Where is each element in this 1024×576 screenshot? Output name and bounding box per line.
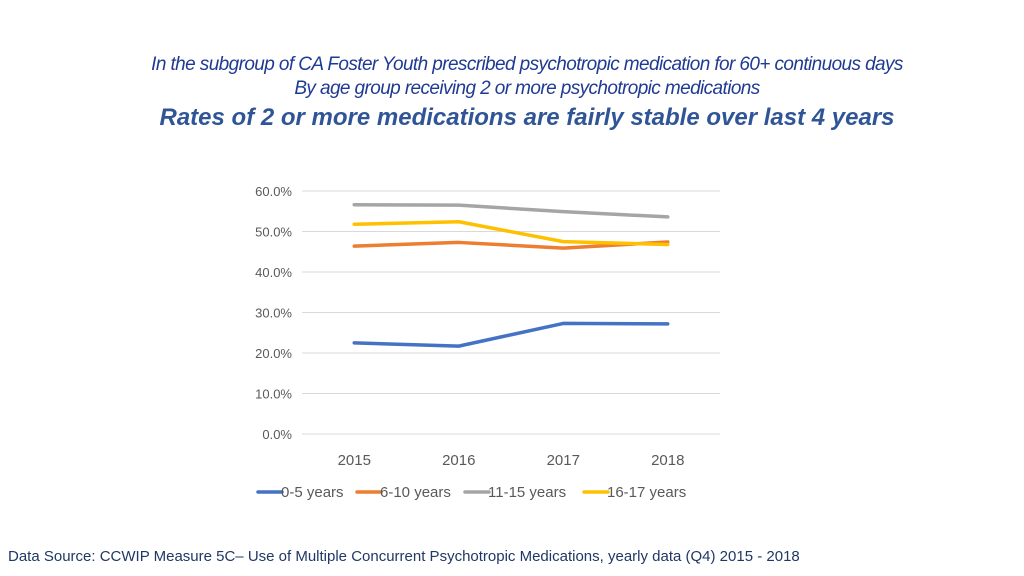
series-line-0-5-years — [352, 321, 670, 348]
series-line-11-15-years — [352, 203, 670, 219]
legend-label: 0-5 years — [281, 484, 344, 501]
y-tick-label: 10.0% — [255, 387, 292, 402]
subtitle-line-1: In the subgroup of CA Foster Youth presc… — [151, 54, 903, 75]
y-tick-label: 60.0% — [255, 184, 292, 199]
x-tick-label: 2015 — [338, 452, 371, 469]
x-tick-label: 2016 — [442, 452, 475, 469]
x-tick-label: 2017 — [547, 452, 580, 469]
legend-label: 6-10 years — [380, 484, 451, 501]
data-source-note: Data Source: CCWIP Measure 5C– Use of Mu… — [8, 548, 800, 565]
y-tick-label: 0.0% — [262, 427, 292, 442]
headline: Rates of 2 or more medications are fairl… — [159, 104, 895, 131]
legend-label: 11-15 years — [488, 484, 566, 501]
y-tick-label: 30.0% — [255, 306, 292, 321]
series-line-16-17-years — [352, 220, 670, 247]
subtitle-line-2: By age group receiving 2 or more psychot… — [294, 78, 760, 99]
y-tick-label: 50.0% — [255, 225, 292, 240]
x-tick-label: 2018 — [651, 452, 684, 469]
y-tick-label: 20.0% — [255, 346, 292, 361]
y-tick-label: 40.0% — [255, 265, 292, 280]
legend-label: 16-17 years — [607, 484, 686, 501]
series-line-6-10-years — [352, 240, 670, 250]
